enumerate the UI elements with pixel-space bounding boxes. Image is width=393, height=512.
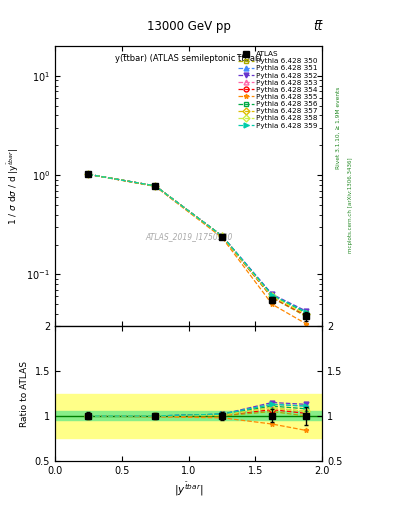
Text: 13000 GeV pp: 13000 GeV pp [147,20,231,33]
Text: mcplots.cern.ch [arXiv:1306.3436]: mcplots.cern.ch [arXiv:1306.3436] [348,157,353,252]
Legend: ATLAS, Pythia 6.428 350, Pythia 6.428 351, Pythia 6.428 352, Pythia 6.428 353, P: ATLAS, Pythia 6.428 350, Pythia 6.428 35… [236,50,319,130]
Y-axis label: Ratio to ATLAS: Ratio to ATLAS [20,360,29,426]
X-axis label: $|y^{\bar{t}bar}|$: $|y^{\bar{t}bar}|$ [174,481,204,499]
Bar [55,412,322,420]
Text: ATLAS_2019_I1750330: ATLAS_2019_I1750330 [145,232,232,241]
Text: Rivet 3.1.10, ≥ 1.9M events: Rivet 3.1.10, ≥ 1.9M events [336,87,341,169]
Y-axis label: 1 / $\sigma$ d$\sigma$ / d |y$^{\bar{t}bar}$|: 1 / $\sigma$ d$\sigma$ / d |y$^{\bar{t}b… [5,147,21,225]
Text: y(t̅tbar) (ATLAS semileptonic t̅tbar): y(t̅tbar) (ATLAS semileptonic t̅tbar) [115,54,262,63]
Text: tt̅: tt̅ [313,20,322,33]
Bar [55,394,322,438]
